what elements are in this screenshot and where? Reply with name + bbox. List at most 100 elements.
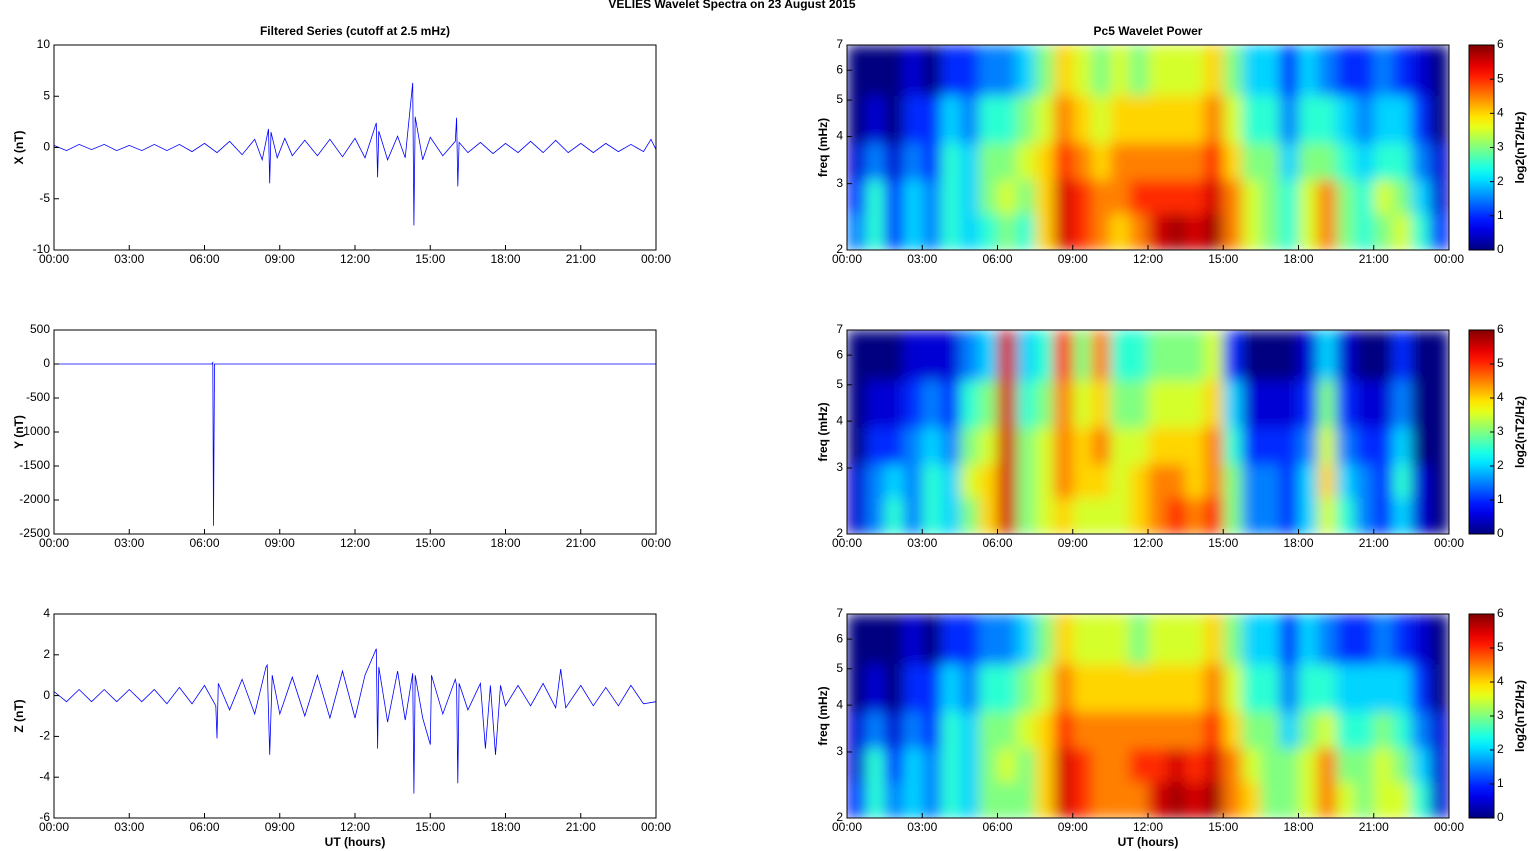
heatmap-cell bbox=[1279, 95, 1299, 144]
heatmap-cell bbox=[1148, 781, 1168, 818]
colorbar-label: log2(nT2/Hz) bbox=[1513, 396, 1527, 468]
heatmap-cell bbox=[997, 213, 1017, 250]
heatmap-cell bbox=[865, 379, 886, 428]
heatmap-cell bbox=[1053, 45, 1074, 96]
heatmap-cell bbox=[1354, 497, 1375, 534]
colorbar-label: log2(nT2/Hz) bbox=[1513, 112, 1527, 184]
heatmap-cell bbox=[1317, 142, 1337, 181]
heatmap-cell bbox=[1430, 614, 1449, 665]
heatmap-cell bbox=[847, 427, 867, 465]
heatmap-cell bbox=[1166, 45, 1187, 96]
heatmap-cell bbox=[1148, 142, 1168, 181]
y-tick-label: 0 bbox=[43, 140, 50, 154]
heatmap-cell bbox=[884, 614, 904, 665]
heatmap-cell bbox=[1373, 747, 1394, 783]
heatmap-cell bbox=[1392, 781, 1412, 818]
heatmap-cell bbox=[941, 663, 961, 712]
heatmap-cell bbox=[1053, 663, 1074, 712]
heatmap-cell bbox=[1223, 179, 1243, 214]
heatmap-cell bbox=[1260, 663, 1281, 712]
heatmap-cell bbox=[1298, 747, 1318, 783]
heatmap-cell bbox=[1279, 330, 1299, 381]
heatmap-cell bbox=[959, 497, 980, 534]
heatmap-cells bbox=[847, 330, 1449, 534]
heatmap-cell bbox=[1260, 427, 1281, 465]
heatmap-cell bbox=[1053, 747, 1074, 783]
heatmap-cell bbox=[1260, 497, 1281, 534]
heatmap-cell bbox=[1166, 427, 1187, 465]
heatmap-cell bbox=[1411, 463, 1431, 499]
heatmap-cell bbox=[1298, 95, 1318, 144]
heatmap-cell bbox=[1129, 711, 1149, 749]
heatmap-cell bbox=[1110, 427, 1130, 465]
heatmap-cell bbox=[1053, 142, 1074, 181]
heatmap-cell bbox=[1430, 379, 1449, 428]
heatmap-cell bbox=[1185, 663, 1205, 712]
heatmap-cell bbox=[941, 497, 961, 534]
y-tick-label: 0 bbox=[43, 688, 50, 702]
heatmap-cell bbox=[959, 747, 980, 783]
heatmap-cell bbox=[1392, 45, 1412, 96]
heatmap-cell bbox=[1298, 213, 1318, 250]
series-line bbox=[54, 648, 656, 794]
x-tick-label: 12:00 bbox=[1133, 536, 1163, 550]
heatmap-cell bbox=[1336, 497, 1356, 534]
heatmap-cell bbox=[865, 711, 886, 749]
y-tick-label: 2 bbox=[43, 647, 50, 661]
heatmap-cell bbox=[1016, 330, 1036, 381]
heatmap-cell bbox=[1035, 142, 1055, 181]
heatmap-cell bbox=[884, 45, 904, 96]
heatmap-cell bbox=[1392, 142, 1412, 181]
heatmap-cell bbox=[1317, 614, 1337, 665]
x-tick-label: 00:00 bbox=[1434, 252, 1464, 266]
x-tick-label: 00:00 bbox=[641, 820, 671, 834]
heatmap-cell bbox=[1242, 213, 1262, 250]
heatmap-cell bbox=[1204, 781, 1224, 818]
heatmap-cell bbox=[1430, 463, 1449, 499]
heatmap-cell bbox=[1091, 95, 1111, 144]
colorbar-tick-label: 3 bbox=[1497, 424, 1504, 438]
heatmap-cell bbox=[903, 427, 923, 465]
heatmap-cell bbox=[922, 614, 942, 665]
heatmap-cell bbox=[1223, 95, 1243, 144]
heatmap-blur bbox=[847, 330, 1449, 534]
heatmap-cell bbox=[1072, 213, 1093, 250]
colorbar bbox=[1468, 329, 1495, 535]
heatmap-cell bbox=[1110, 95, 1130, 144]
heatmap-cell bbox=[865, 427, 886, 465]
y-tick-label: 500 bbox=[30, 322, 50, 336]
heatmap-cell bbox=[1336, 663, 1356, 712]
heatmap-cell bbox=[1185, 95, 1205, 144]
y-axis-label: Z (nT) bbox=[12, 699, 26, 732]
heatmap-cell bbox=[847, 45, 867, 96]
heatmap-cell bbox=[1016, 497, 1036, 534]
heatmap-cell bbox=[1373, 663, 1394, 712]
heatmap-cell bbox=[1166, 213, 1187, 250]
x-tick-label: 00:00 bbox=[39, 252, 69, 266]
heatmap-cell bbox=[884, 663, 904, 712]
heatmap-cell bbox=[1260, 142, 1281, 181]
heatmap-cell bbox=[1185, 330, 1205, 381]
y-tick-label: 7 bbox=[836, 37, 843, 51]
heatmap-cell bbox=[884, 142, 904, 181]
heatmap-cell bbox=[1317, 95, 1337, 144]
heatmap-cell bbox=[1430, 213, 1449, 250]
heatmap-cell bbox=[1260, 330, 1281, 381]
y-tick-label: 3 bbox=[836, 744, 843, 758]
heatmap-cell bbox=[1035, 463, 1055, 499]
heatmap-cell bbox=[959, 427, 980, 465]
colorbar-tick-label: 1 bbox=[1497, 492, 1504, 506]
colorbar-tick-label: 5 bbox=[1497, 71, 1504, 85]
heatmap-cell bbox=[978, 711, 998, 749]
heatmap-cell bbox=[1166, 663, 1187, 712]
heatmap-cell bbox=[1354, 463, 1375, 499]
heatmap-cell bbox=[1166, 497, 1187, 534]
heatmap-cell bbox=[1336, 614, 1356, 665]
heatmap-cell bbox=[1279, 179, 1299, 214]
heatmap-blur bbox=[847, 614, 1449, 818]
heatmap-cell bbox=[1091, 45, 1111, 96]
heatmap-cell bbox=[1242, 95, 1262, 144]
x-tick-label: 21:00 bbox=[566, 536, 596, 550]
x-tick-label: 00:00 bbox=[39, 820, 69, 834]
heatmap-cell bbox=[1185, 379, 1205, 428]
